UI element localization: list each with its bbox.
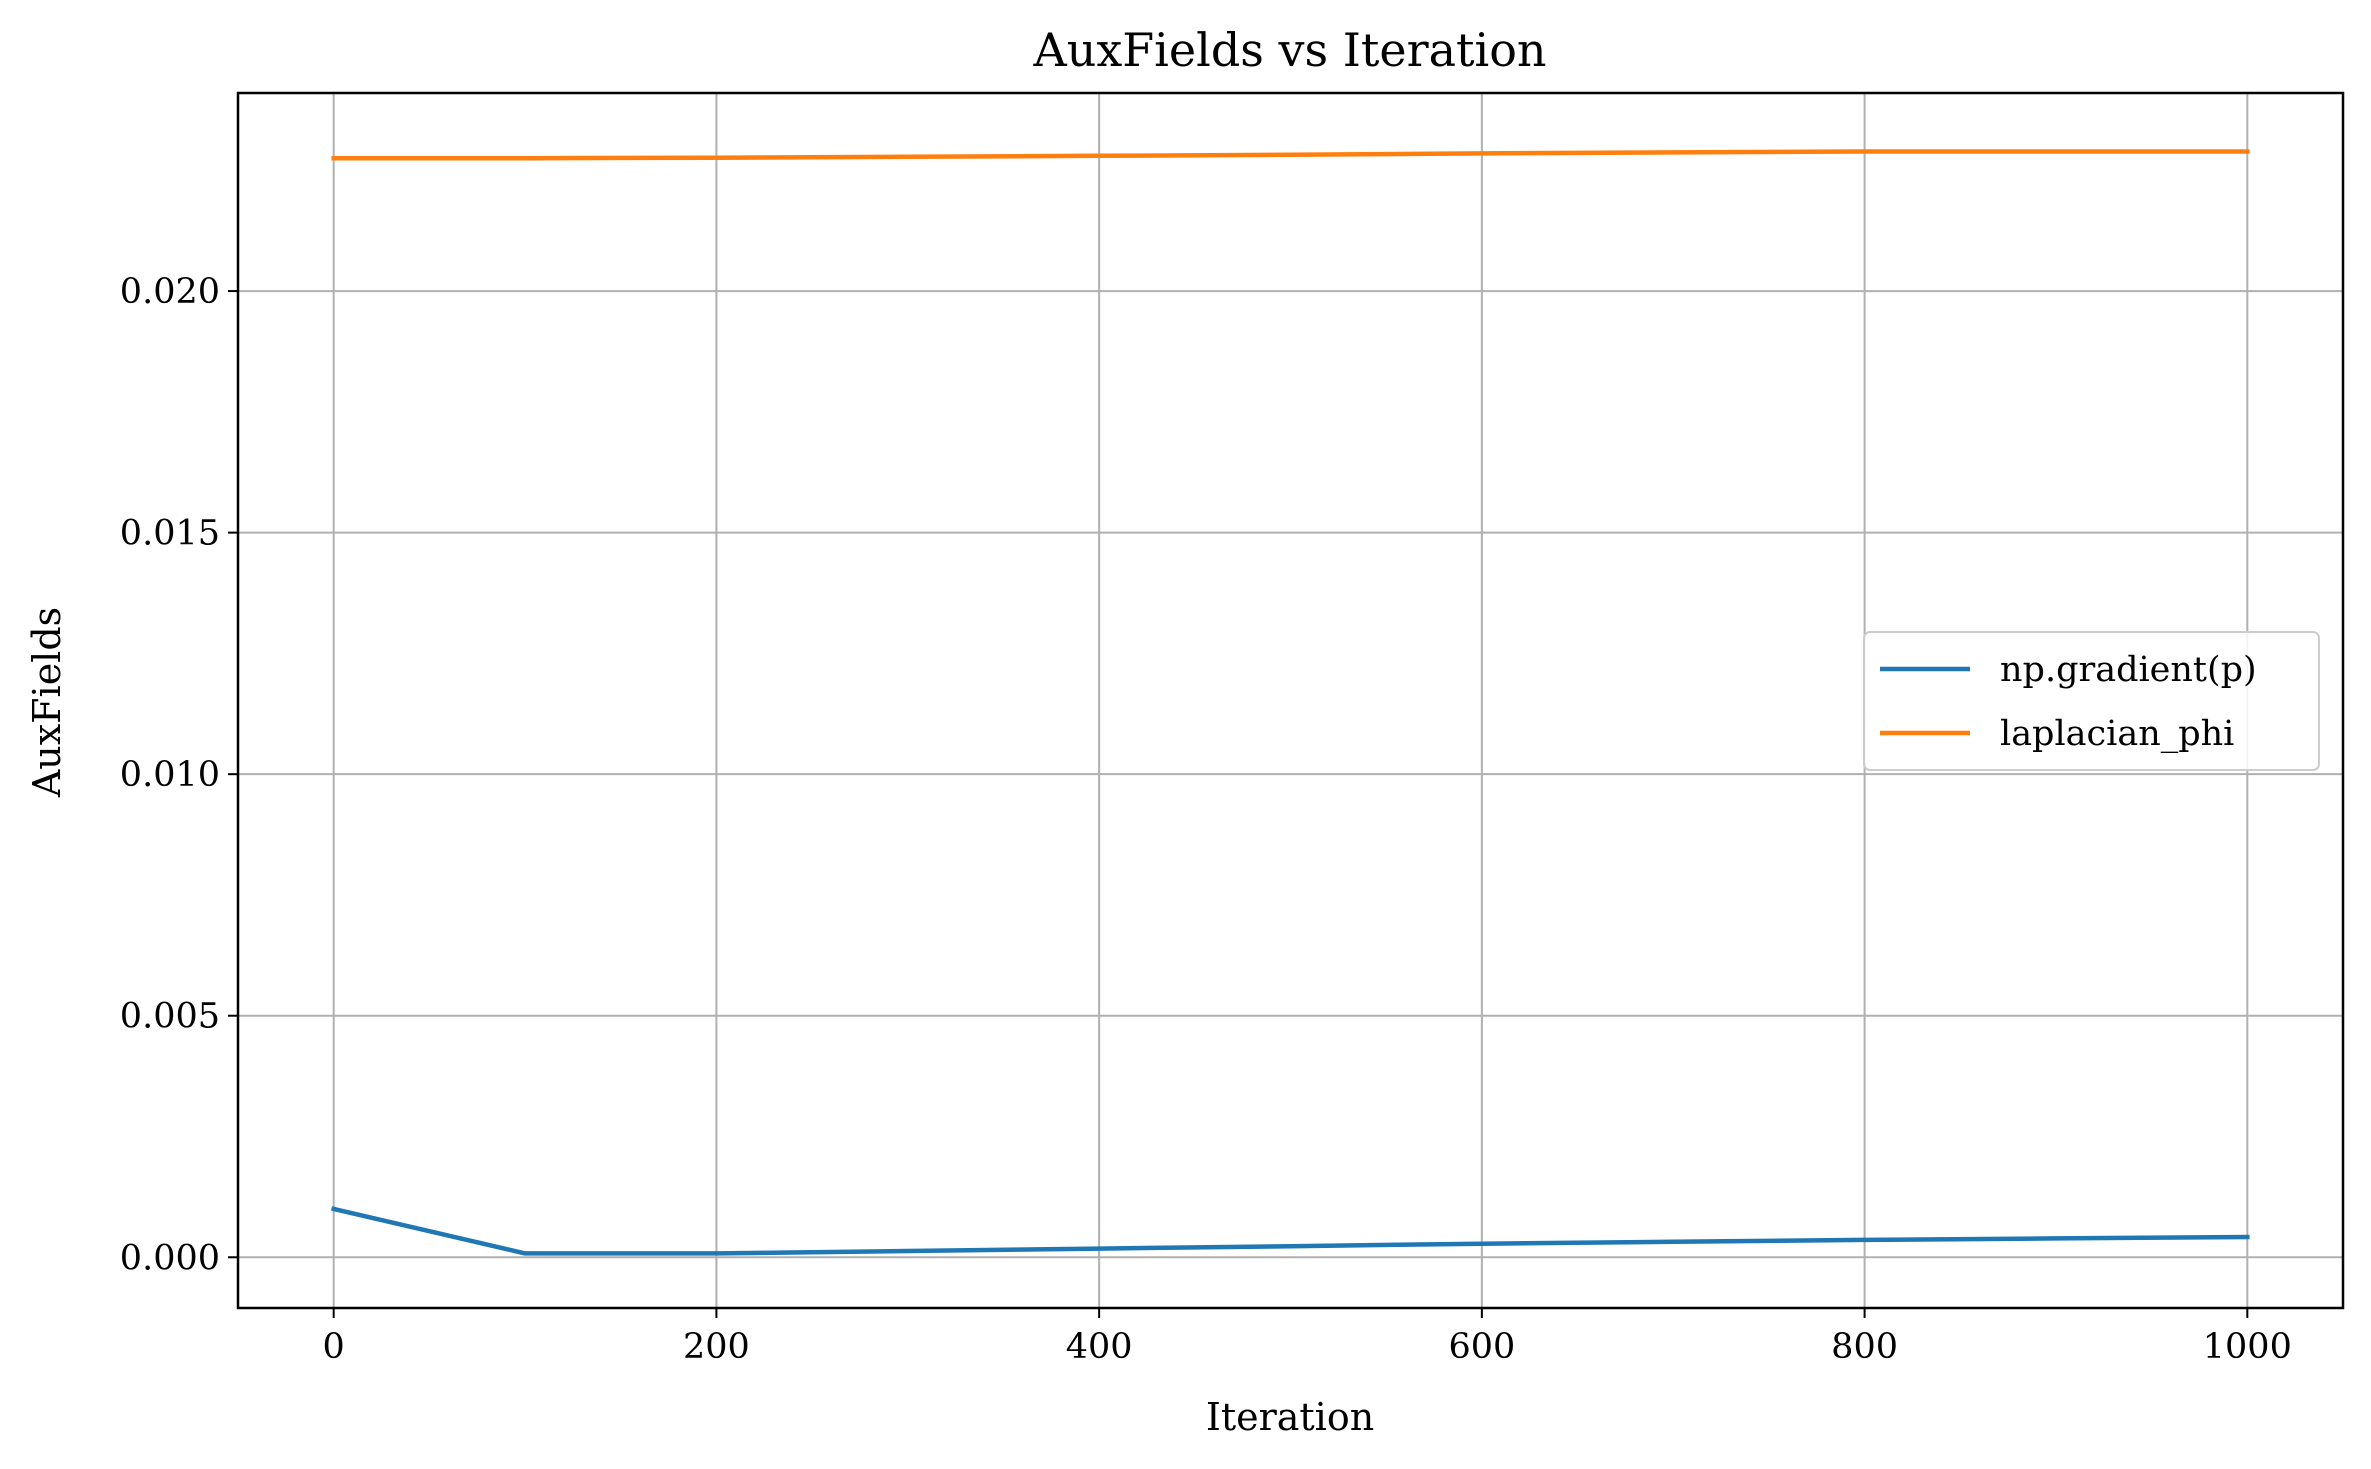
y-tick-label: 0.000 xyxy=(120,1238,220,1278)
axis-ticks: 0 200 400 600 800 1000 0.000 0.005 0.010 0.015 0.0… xyxy=(120,272,2292,1367)
chart-title: AuxFields vs Iteration xyxy=(1032,23,1546,77)
series-line xyxy=(331,149,2250,161)
series-lines xyxy=(330,149,2250,1256)
x-tick-label: 0 xyxy=(323,1327,345,1367)
legend-box xyxy=(1863,631,2320,771)
legend: np.gradient(p) laplacian_phi xyxy=(1863,631,2320,771)
y-tick-label: 0.015 xyxy=(120,514,220,554)
x-tick-label: 400 xyxy=(1066,1327,1133,1367)
x-axis-label: Iteration xyxy=(1206,1395,1374,1439)
y-tick-label: 0.010 xyxy=(120,755,220,795)
plot-area-frame xyxy=(236,91,2345,1310)
y-tick-label: 0.005 xyxy=(120,997,220,1037)
x-tick-label: 800 xyxy=(1831,1327,1898,1367)
y-tick-label: 0.020 xyxy=(120,272,220,312)
x-tick-label: 1000 xyxy=(2203,1327,2292,1367)
grid-lines xyxy=(238,93,2343,1308)
legend-label: np.gradient(p) xyxy=(2000,650,2257,690)
series-line xyxy=(330,1206,2250,1256)
legend-label: laplacian_phi xyxy=(2000,714,2234,754)
x-tick-label: 600 xyxy=(1448,1327,1515,1367)
y-axis-label: AuxFields xyxy=(25,607,69,798)
x-tick-label: 200 xyxy=(683,1327,750,1367)
